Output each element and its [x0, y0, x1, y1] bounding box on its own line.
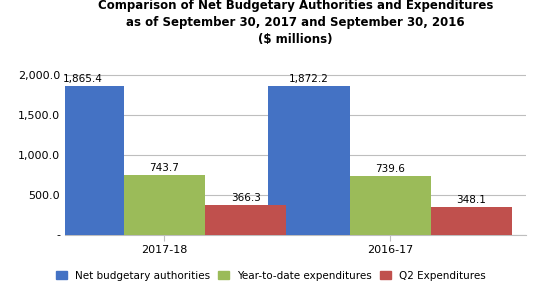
- Bar: [268, 86, 350, 235]
- Text: 1,865.4: 1,865.4: [63, 74, 103, 84]
- Legend: Net budgetary authorities, Year-to-date expenditures, Q2 Expenditures: Net budgetary authorities, Year-to-date …: [56, 271, 486, 281]
- Text: 366.3: 366.3: [231, 193, 261, 203]
- Title: Comparison of Net Budgetary Authorities and Expenditures
as of September 30, 201: Comparison of Net Budgetary Authorities …: [98, 0, 493, 46]
- Bar: [205, 205, 286, 235]
- Text: 743.7: 743.7: [150, 163, 179, 173]
- Text: 348.1: 348.1: [456, 195, 487, 205]
- Bar: [124, 175, 205, 235]
- Text: 1,872.2: 1,872.2: [289, 74, 329, 84]
- Bar: [350, 176, 431, 235]
- Text: 739.6: 739.6: [375, 164, 405, 174]
- Bar: [42, 86, 124, 235]
- Bar: [431, 207, 512, 235]
